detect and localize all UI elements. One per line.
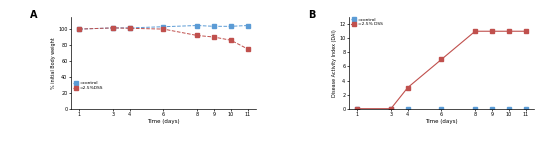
=control: [438, 108, 445, 110]
=control: [245, 25, 251, 26]
X-axis label: Time (days): Time (days): [147, 119, 180, 124]
=2.5% DSS: [472, 30, 479, 32]
=control: [506, 108, 512, 110]
=2.5% DSS: [404, 87, 411, 88]
=2.5%DSS: [211, 36, 217, 38]
=control: [489, 108, 495, 110]
Line: =control: =control: [355, 107, 528, 110]
Legend: =control, =2.5% DSS: =control, =2.5% DSS: [351, 18, 383, 26]
=control: [523, 108, 529, 110]
Line: =2.5% DSS: =2.5% DSS: [355, 29, 528, 110]
=2.5% DSS: [489, 30, 495, 32]
=2.5% DSS: [523, 30, 529, 32]
X-axis label: Time (days): Time (days): [425, 119, 458, 124]
Text: A: A: [30, 10, 38, 20]
=control: [211, 25, 217, 27]
=control: [160, 26, 167, 28]
=2.5%DSS: [228, 39, 234, 41]
=control: [76, 28, 82, 30]
=2.5%DSS: [126, 27, 133, 29]
=2.5%DSS: [160, 28, 167, 30]
=2.5% DSS: [438, 58, 445, 60]
=2.5%DSS: [110, 27, 116, 29]
=control: [110, 27, 116, 29]
=2.5%DSS: [76, 28, 82, 30]
=2.5% DSS: [506, 30, 512, 32]
Line: =2.5%DSS: =2.5%DSS: [77, 26, 250, 51]
=control: [404, 108, 411, 110]
Text: B: B: [308, 10, 316, 20]
=control: [387, 108, 394, 110]
=control: [194, 25, 201, 26]
=control: [126, 27, 133, 29]
=control: [354, 108, 360, 110]
=control: [228, 25, 234, 27]
Line: =control: =control: [77, 24, 250, 31]
=2.5%DSS: [194, 35, 201, 36]
=2.5%DSS: [245, 48, 251, 50]
Legend: =control, =2.5%DSS: =control, =2.5%DSS: [73, 81, 103, 90]
=2.5% DSS: [387, 108, 394, 110]
Y-axis label: % initial Body weight: % initial Body weight: [51, 37, 56, 89]
Y-axis label: Disease Activity Index (DAI): Disease Activity Index (DAI): [332, 29, 337, 97]
=control: [472, 108, 479, 110]
=2.5% DSS: [354, 108, 360, 110]
